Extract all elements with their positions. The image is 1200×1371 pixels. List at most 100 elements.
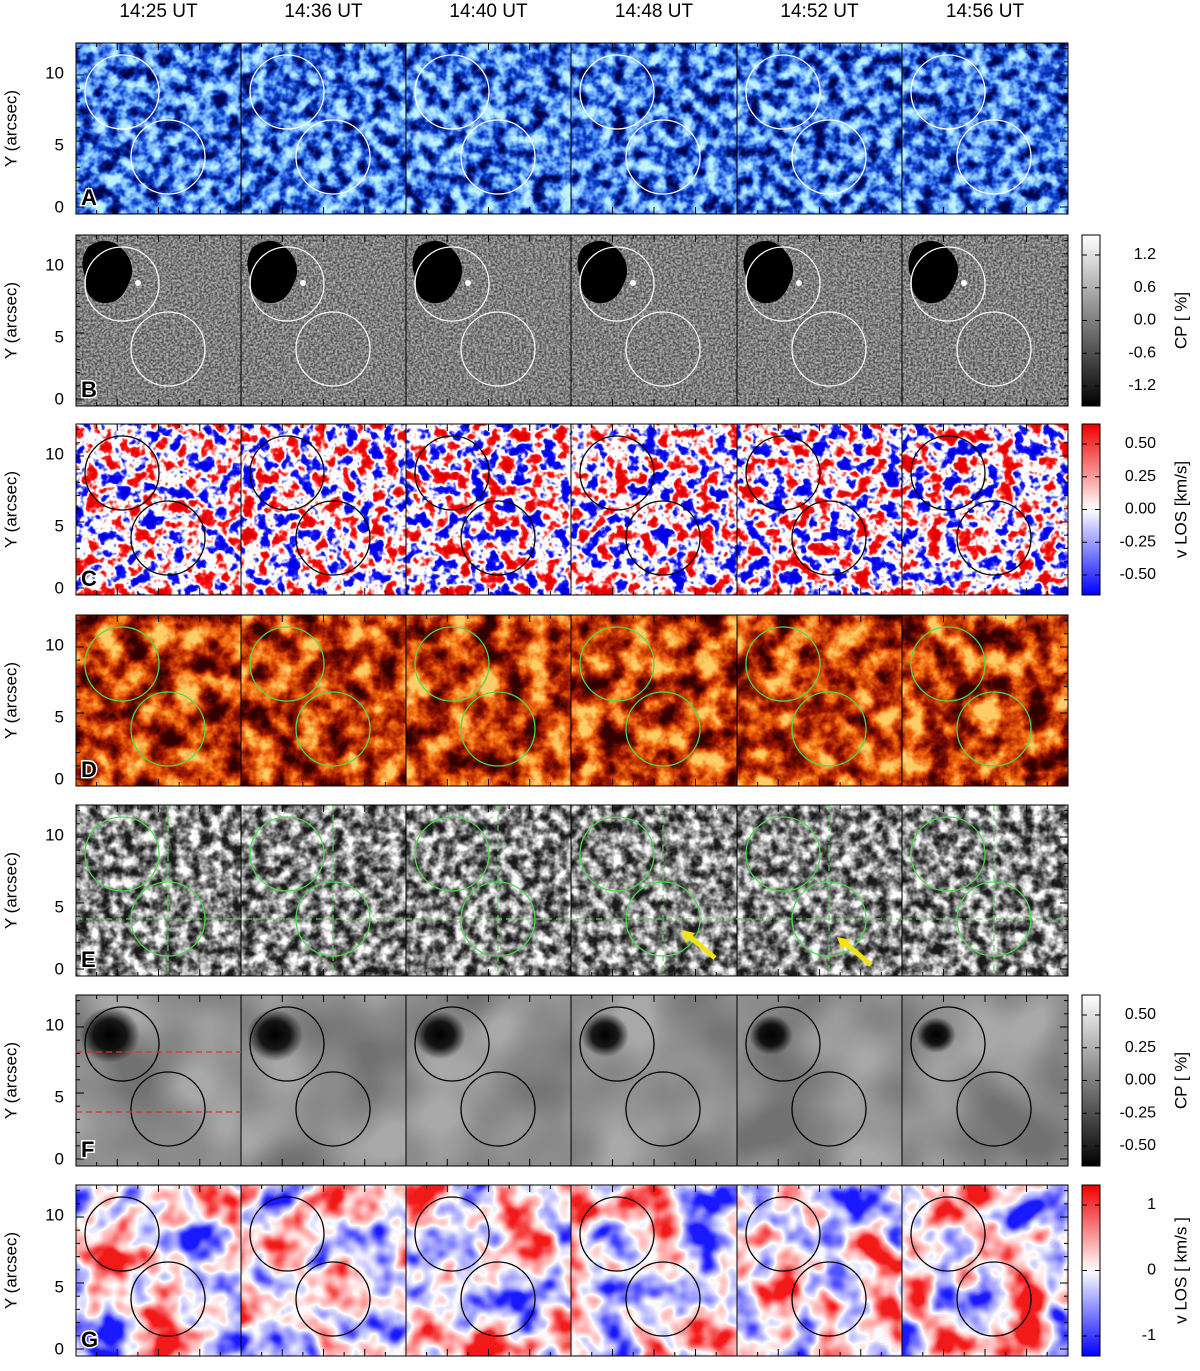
colorbar-tick-label: 0.50 bbox=[1125, 1006, 1156, 1023]
panel-row bbox=[76, 43, 1068, 214]
ring bbox=[249, 1196, 325, 1272]
column-title: 14:36 UT bbox=[284, 1, 363, 22]
image-panel bbox=[406, 424, 571, 595]
panel-letter: D bbox=[81, 757, 97, 782]
colorbar-tick-label: -1.2 bbox=[1128, 377, 1156, 394]
colorbar-tick-label: -0.25 bbox=[1120, 533, 1157, 550]
panel-row bbox=[76, 1185, 1068, 1356]
dark-blob bbox=[743, 240, 794, 304]
dark-blob bbox=[916, 1017, 956, 1053]
image-panel bbox=[737, 43, 902, 214]
y-tick-label: 5 bbox=[55, 707, 64, 726]
bright-spot bbox=[961, 280, 967, 286]
ring bbox=[745, 816, 821, 892]
y-tick-label: 5 bbox=[55, 135, 64, 154]
ring bbox=[414, 1196, 490, 1272]
ring bbox=[625, 691, 701, 767]
colorbar-tick-label: 0.0 bbox=[1134, 312, 1156, 329]
colorbar-tick-label: -0.50 bbox=[1120, 566, 1157, 583]
ring bbox=[745, 435, 821, 511]
ring bbox=[579, 626, 655, 702]
image-panel bbox=[241, 43, 406, 214]
arrow-shaft bbox=[843, 941, 873, 967]
ring bbox=[84, 1006, 160, 1082]
image-panel bbox=[241, 805, 406, 976]
image-panel bbox=[406, 1185, 571, 1356]
ring bbox=[956, 119, 1032, 195]
ring bbox=[745, 626, 821, 702]
ring bbox=[295, 1261, 371, 1337]
bright-spot bbox=[630, 280, 636, 286]
image-panel bbox=[76, 805, 241, 976]
ring bbox=[414, 816, 490, 892]
y-tick-label: 0 bbox=[55, 578, 64, 597]
panel-letter: C bbox=[81, 566, 97, 591]
ring bbox=[910, 816, 986, 892]
colorbar-tick-label: -1 bbox=[1142, 1327, 1156, 1344]
arrow-head bbox=[837, 937, 851, 950]
y-axis-label: Y (arcsec) bbox=[1, 282, 20, 359]
ring bbox=[956, 500, 1032, 576]
ring bbox=[84, 816, 160, 892]
ring bbox=[745, 1006, 821, 1082]
y-tick-label: 5 bbox=[55, 516, 64, 535]
ring bbox=[791, 500, 867, 576]
ring bbox=[249, 626, 325, 702]
ring bbox=[84, 246, 160, 322]
y-tick-label: 0 bbox=[55, 1339, 64, 1358]
ring bbox=[956, 1261, 1032, 1337]
image-panel bbox=[76, 424, 241, 595]
image-panel bbox=[737, 1185, 902, 1356]
ring bbox=[84, 1196, 160, 1272]
colorbar-tick-label: 0.50 bbox=[1125, 435, 1156, 452]
ring bbox=[84, 435, 160, 511]
ring bbox=[130, 1261, 206, 1337]
dark-blob bbox=[80, 1007, 140, 1063]
ring bbox=[460, 119, 536, 195]
image-panel bbox=[571, 424, 737, 595]
colorbar-tick-label: 0.25 bbox=[1125, 468, 1156, 485]
colorbar-tick-label: 1.2 bbox=[1134, 246, 1156, 263]
bright-spot bbox=[796, 280, 802, 286]
colorbar-label: v LOS [km/s] bbox=[1171, 461, 1190, 558]
y-tick-label: 10 bbox=[45, 1015, 64, 1034]
ring bbox=[84, 54, 160, 130]
ring bbox=[910, 1006, 986, 1082]
ring bbox=[579, 435, 655, 511]
colorbar-tick-label: 0 bbox=[1147, 1262, 1156, 1279]
column-title: 14:48 UT bbox=[615, 1, 694, 22]
column-title: 14:40 UT bbox=[449, 1, 528, 22]
ring bbox=[130, 691, 206, 767]
y-axis-label: Y (arcsec) bbox=[1, 90, 20, 167]
ring bbox=[414, 246, 490, 322]
ring bbox=[295, 311, 371, 387]
image-panel bbox=[241, 424, 406, 595]
y-tick-label: 10 bbox=[45, 444, 64, 463]
panel-row bbox=[76, 805, 1068, 976]
ring bbox=[745, 246, 821, 322]
panel-letter: A bbox=[81, 185, 97, 210]
y-tick-label: 0 bbox=[55, 389, 64, 408]
ring bbox=[579, 246, 655, 322]
colorbar-tick-label: 1 bbox=[1147, 1196, 1156, 1213]
dark-blob bbox=[577, 240, 628, 304]
ring bbox=[460, 1071, 536, 1147]
ring bbox=[249, 816, 325, 892]
y-axis-label: Y (arcsec) bbox=[1, 852, 20, 929]
ring bbox=[791, 1261, 867, 1337]
panel-row bbox=[76, 615, 1068, 786]
bright-spot bbox=[300, 280, 306, 286]
ring bbox=[249, 246, 325, 322]
image-panel bbox=[571, 615, 737, 786]
image-panel bbox=[241, 615, 406, 786]
ring bbox=[910, 435, 986, 511]
ring bbox=[625, 1261, 701, 1337]
y-tick-label: 10 bbox=[45, 825, 64, 844]
dark-blob bbox=[412, 240, 463, 304]
dark-blob bbox=[414, 1011, 466, 1059]
image-panel bbox=[902, 424, 1068, 595]
y-tick-label: 10 bbox=[45, 1205, 64, 1224]
ring bbox=[910, 54, 986, 130]
panel-row bbox=[76, 424, 1068, 595]
